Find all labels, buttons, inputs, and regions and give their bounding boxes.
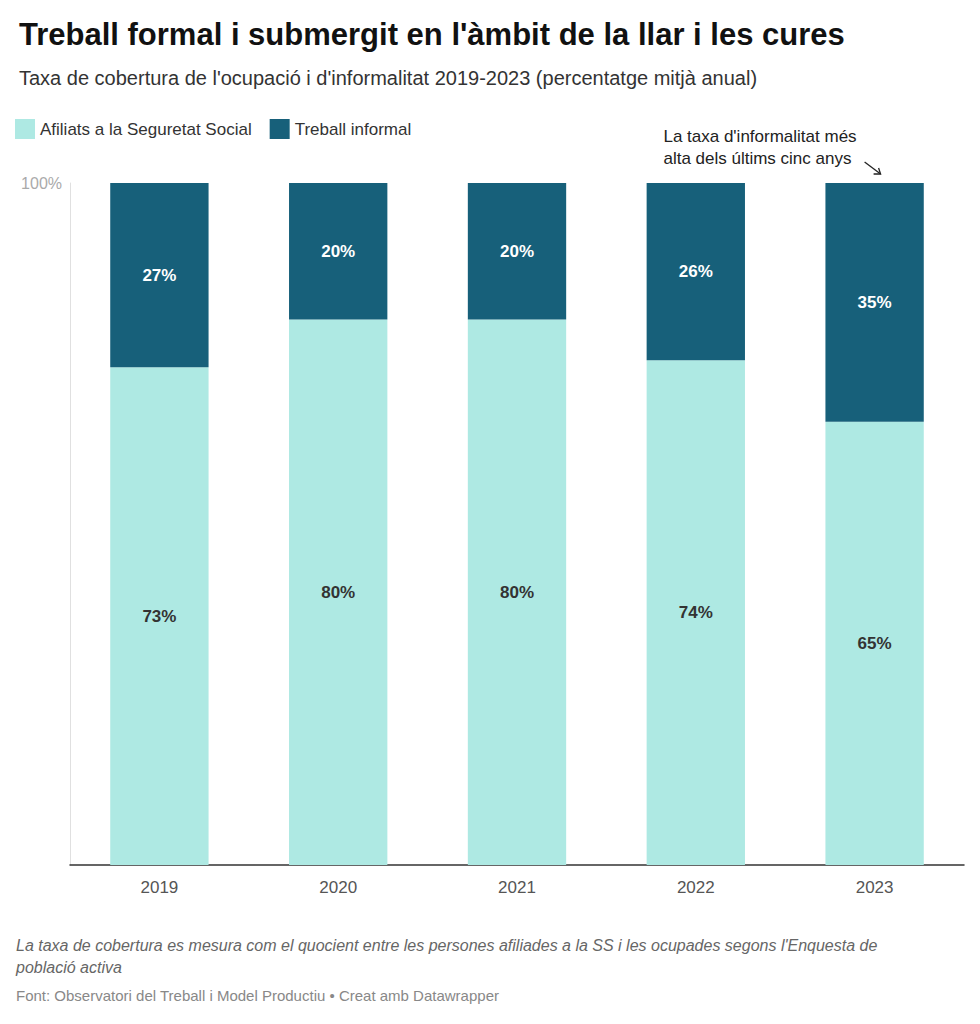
svg-text:La taxa de cobertura es mesura: La taxa de cobertura es mesura com el qu… [16,937,882,954]
svg-text:2021: 2021 [498,878,536,897]
svg-text:26%: 26% [679,262,713,281]
svg-text:35%: 35% [858,293,892,312]
svg-text:80%: 80% [321,583,355,602]
svg-text:2023: 2023 [856,878,894,897]
svg-text:2019: 2019 [140,878,178,897]
svg-text:65%: 65% [858,634,892,653]
svg-text:població activa: població activa [15,959,122,976]
svg-text:Treball formal i submergit en: Treball formal i submergit en l'àmbit de… [19,17,845,52]
svg-text:20%: 20% [500,242,534,261]
svg-text:27%: 27% [142,266,176,285]
svg-text:Afiliats a la Seguretat Social: Afiliats a la Seguretat Social [40,120,252,139]
svg-text:Font: Observatori del Treball: Font: Observatori del Treball i Model Pr… [16,987,499,1004]
svg-text:2022: 2022 [677,878,715,897]
svg-text:100%: 100% [21,175,62,192]
svg-text:2020: 2020 [319,878,357,897]
svg-text:Taxa de cobertura de l'ocupaci: Taxa de cobertura de l'ocupació i d'info… [19,67,757,89]
svg-text:73%: 73% [142,607,176,626]
svg-text:74%: 74% [679,603,713,622]
svg-text:alta dels últims cinc anys: alta dels últims cinc anys [663,149,851,168]
svg-text:20%: 20% [321,242,355,261]
svg-text:La taxa d'informalitat més: La taxa d'informalitat més [663,127,856,146]
svg-text:Treball informal: Treball informal [295,120,412,139]
svg-text:80%: 80% [500,583,534,602]
